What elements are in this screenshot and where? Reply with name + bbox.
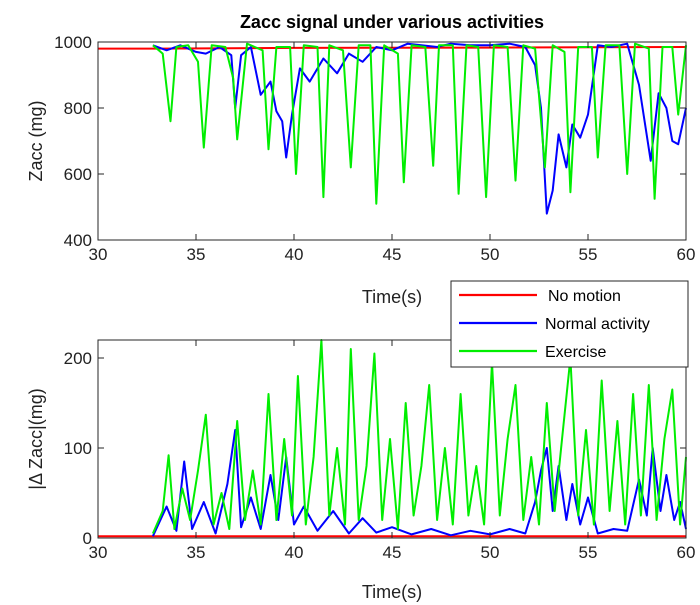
- legend-label-exercise: Exercise: [545, 344, 606, 361]
- x-tick-label: 60: [677, 543, 696, 562]
- x-tick-label: 45: [383, 245, 402, 264]
- plot-area: [98, 42, 686, 240]
- zacc-chart: Zacc signal under various activities 30 3…: [26, 12, 695, 307]
- x-tick-label: 30: [89, 245, 108, 264]
- x-tick-label: 40: [285, 543, 304, 562]
- y-axis-label: |Δ Zacc|(mg): [26, 388, 46, 489]
- x-axis-label: Time(s): [362, 582, 422, 602]
- x-tick-label: 60: [677, 245, 696, 264]
- y-tick-label: 100: [64, 439, 92, 458]
- x-axis-label: Time(s): [362, 287, 422, 307]
- legend: No motion Normal activity Exercise: [450, 280, 689, 368]
- delta-zacc-chart: 30 35 40 45 50 55 60 0 100 200 Time(s) |Δ Zacc|(m…: [26, 339, 696, 602]
- x-tick-label: 50: [481, 543, 500, 562]
- x-tick-label: 35: [187, 543, 206, 562]
- tick-layer: 30 35 40 45 50 55 60 400 600 800 1000: [54, 33, 695, 264]
- series-line-exercise: [152, 42, 687, 205]
- y-tick-label: 600: [64, 165, 92, 184]
- chart-title: Zacc signal under various activities: [240, 12, 544, 32]
- x-tick-label: 35: [187, 245, 206, 264]
- y-axis-label: Zacc (mg): [26, 101, 46, 182]
- y-tick-label: 800: [64, 99, 92, 118]
- y-tick-label: 400: [64, 231, 92, 250]
- x-tick-label: 50: [481, 245, 500, 264]
- plot-area: [98, 340, 686, 538]
- x-tick-label: 30: [89, 543, 108, 562]
- series-line-exercise: [151, 339, 687, 534]
- x-tick-label: 55: [579, 543, 598, 562]
- x-tick-label: 45: [383, 543, 402, 562]
- x-tick-label: 55: [579, 245, 598, 264]
- x-tick-label: 40: [285, 245, 304, 264]
- series-line-normal-activity: [152, 42, 687, 215]
- y-tick-label: 200: [64, 349, 92, 368]
- legend-label-no-motion: No motion: [548, 288, 621, 305]
- y-tick-label: 1000: [54, 33, 92, 52]
- y-tick-label: 0: [83, 529, 92, 548]
- legend-label-normal-activity: Normal activity: [545, 316, 650, 333]
